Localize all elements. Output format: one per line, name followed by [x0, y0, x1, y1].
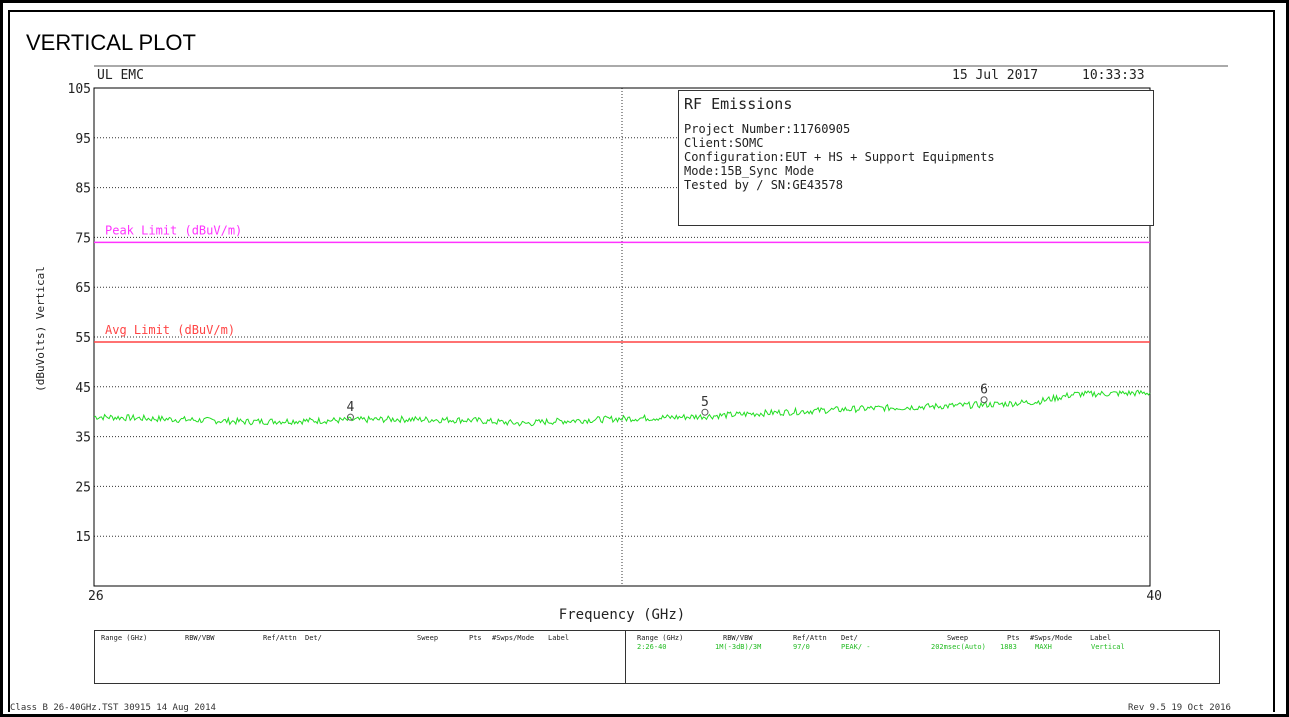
value-sweep: 202msec(Auto) — [931, 643, 986, 651]
value-rbw: 1M(-3dB)/3M — [715, 643, 762, 651]
right-header-rbw: RBW/VBW — [723, 634, 753, 642]
info-mode: Mode:15B_Sync Mode — [684, 164, 815, 178]
y-tick-label: 95 — [75, 132, 91, 147]
plot-border — [93, 87, 1151, 587]
footer-revision: Rev 9.5 19 Oct 2016 — [1128, 703, 1231, 713]
marker-point — [701, 408, 709, 416]
value-label: Vertical — [1091, 643, 1125, 651]
value-ref: 97/0 — [793, 643, 810, 651]
right-header-range: Range (GHz) — [637, 634, 684, 642]
right-header-swps: #Swps/Mode — [1030, 634, 1073, 642]
marker-point — [346, 413, 354, 421]
left-header-ref: Ref/Attn — [263, 634, 297, 642]
info-client: Client:SOMC — [684, 136, 764, 150]
right-header-pts: Pts — [1007, 634, 1020, 642]
table-divider — [625, 631, 626, 683]
right-header-label: Label — [1090, 634, 1112, 642]
info-title: RF Emissions — [684, 95, 793, 113]
trace-line — [93, 389, 1151, 427]
footer-test-file: Class B 26-40GHz.TST 30915 14 Aug 2014 — [10, 703, 216, 713]
limit-line-label: Avg Limit (dBuV/m) — [105, 323, 235, 337]
right-header-ref: Ref/Attn — [793, 634, 827, 642]
right-header-sweep: Sweep — [947, 634, 969, 642]
x-tick-label: 40 — [1146, 589, 1162, 604]
value-det: PEAK/ - — [841, 643, 871, 651]
y-tick-label: 25 — [75, 480, 91, 495]
value-range: 2:26-40 — [637, 643, 667, 651]
value-swps: MAXH — [1035, 643, 1052, 651]
info-project: Project Number:11760905 — [684, 122, 851, 136]
left-header-det: Det/ — [305, 634, 322, 642]
left-header-range: Range (GHz) — [101, 634, 148, 642]
y-tick-label: 85 — [75, 182, 91, 197]
info-box: RF Emissions Project Number:11760905 Cli… — [678, 90, 1154, 226]
info-configuration: Configuration:EUT + HS + Support Equipme… — [684, 150, 995, 164]
page-title: VERTICAL PLOT — [26, 30, 196, 55]
x-tick-label: 26 — [88, 589, 104, 604]
marker-point — [980, 396, 988, 404]
left-header-rbw: RBW/VBW — [185, 634, 215, 642]
marker-label: 6 — [980, 383, 988, 398]
y-tick-label: 75 — [75, 231, 91, 246]
y-axis-label: (dBuVolts) Vertical — [34, 266, 47, 392]
y-tick-label: 55 — [75, 331, 91, 346]
y-tick-label: 15 — [75, 530, 91, 545]
left-header-sweep: Sweep — [417, 634, 439, 642]
test-time: 10:33:33 — [1082, 68, 1145, 83]
right-header-det: Det/ — [841, 634, 858, 642]
y-tick-label: 65 — [75, 281, 91, 296]
limit-line-label: Peak Limit (dBuV/m) — [105, 223, 242, 237]
lab-name: UL EMC — [97, 68, 144, 83]
y-tick-label: 35 — [75, 431, 91, 446]
left-header-swps: #Swps/Mode — [492, 634, 535, 642]
x-axis-label: Frequency (GHz) — [559, 607, 685, 623]
marker-label: 4 — [347, 400, 355, 415]
left-header-pts: Pts — [469, 634, 482, 642]
marker-label: 5 — [701, 395, 709, 410]
inner-frame — [8, 10, 1275, 712]
value-pts: 1883 — [1000, 643, 1017, 651]
y-tick-label: 105 — [68, 82, 91, 97]
test-date: 15 Jul 2017 — [952, 68, 1039, 83]
left-header-label: Label — [548, 634, 570, 642]
info-tested-by: Tested by / SN:GE43578 — [684, 178, 843, 192]
y-tick-label: 45 — [75, 381, 91, 396]
settings-table: Range (GHz) RBW/VBW Ref/Attn Det/ Sweep … — [94, 630, 1220, 684]
